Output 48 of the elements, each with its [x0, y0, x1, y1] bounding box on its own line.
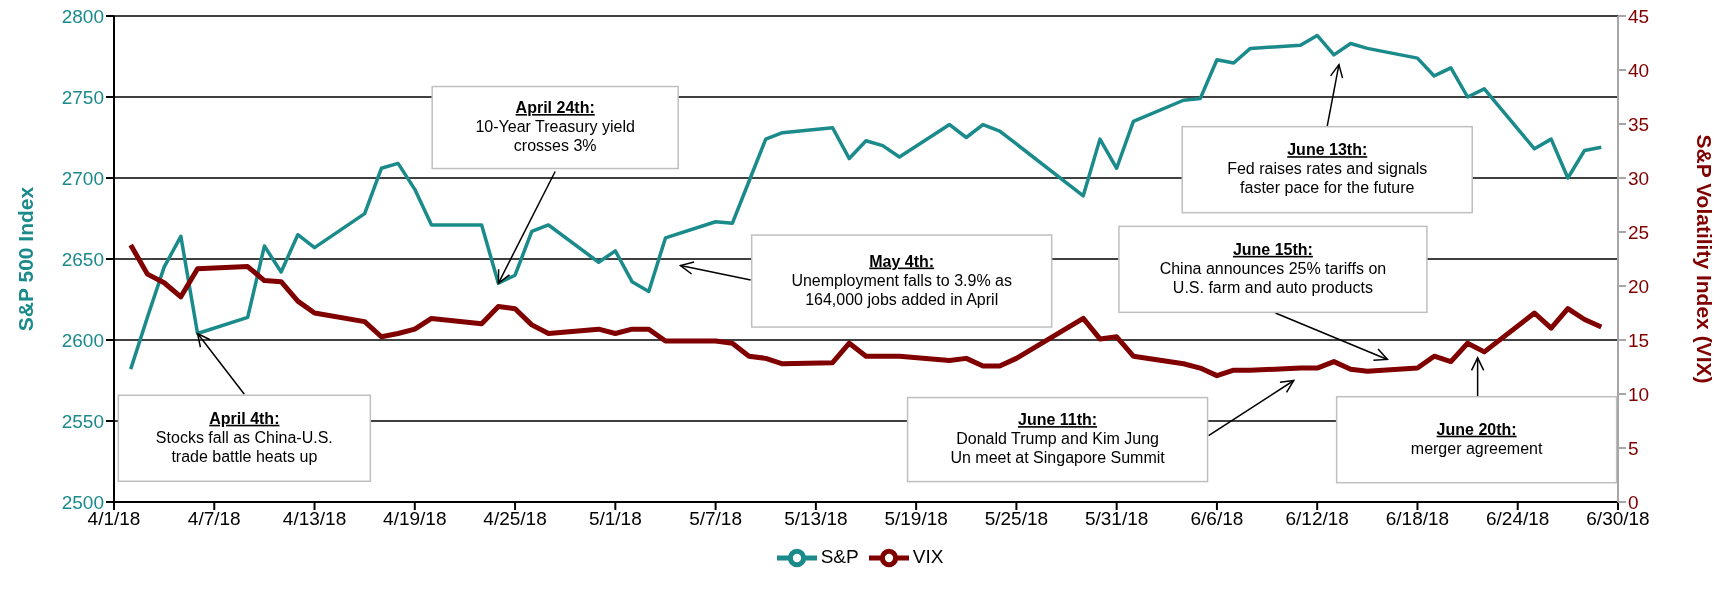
text-box: June 20th: merger agreement — [1335, 395, 1618, 484]
y-tick-label: 2750 — [61, 86, 104, 108]
legend-label: VIX — [912, 546, 944, 568]
y2-tick-label: 25 — [1628, 221, 1650, 243]
annotation: May 4th: Unemployment falls to 3.9% as 164,000 jobs added in April — [791, 252, 1012, 308]
y-tick-label: 2700 — [61, 167, 104, 189]
text-box: June 11th: Donald Trump and Kim Jung Un meet at Singapore Summit — [906, 396, 1209, 483]
x-tick-label: 4/7/18 — [187, 508, 241, 530]
x-tick-label: 5/7/18 — [689, 508, 743, 530]
y-axis-title: S&P 500 Index — [14, 186, 38, 332]
y2-tick-label: 40 — [1628, 59, 1650, 81]
annotation: June 15th: China announces 25% tariffs on U.S. farm and auto products — [1159, 240, 1387, 296]
line-series — [128, 33, 1604, 371]
text-box: June 13th: Fed raises rates and signals faster pace for the future — [1181, 125, 1473, 214]
y-tick-label: 2800 — [61, 5, 104, 27]
legend-label: S&P — [820, 546, 859, 568]
y2-tick-label: 30 — [1628, 167, 1650, 189]
annotation: June 11th: Donald Trump and Kim Jung Un meet at Singapore Summit — [950, 411, 1166, 467]
x-tick-label: 5/1/18 — [588, 508, 642, 530]
annotation: June 20th: merger agreement — [1410, 420, 1543, 457]
y2-tick-label: 5 — [1628, 437, 1639, 459]
x-tick-label: 4/19/18 — [383, 508, 447, 530]
y2-tick-label: 20 — [1628, 275, 1650, 297]
annotation: June 13th: Fed raises rates and signals faster pace for the future — [1227, 141, 1428, 197]
x-tick-label: 4/25/18 — [483, 508, 547, 530]
y2-tick-label: 10 — [1628, 383, 1650, 405]
annotation: April 24th: 10-Year Treasury yield crosses 3% — [475, 99, 635, 155]
x-tick-label: 5/13/18 — [784, 508, 848, 530]
x-tick-label: 6/18/18 — [1385, 508, 1450, 530]
annotation: April 4th: Stocks fall as China-U.S. trade battle heats up — [155, 409, 333, 465]
text-box: April 24th: 10-Year Treasury yield crosses 3% — [431, 85, 679, 170]
y2-tick-label: 45 — [1628, 5, 1650, 27]
x-tick-label: 6/6/18 — [1190, 508, 1244, 530]
y2-tick-label: 35 — [1628, 113, 1650, 135]
y2-tick-label: 15 — [1628, 329, 1650, 351]
x-tick-label: 4/13/18 — [282, 508, 347, 530]
text-box: May 4th: Unemployment falls to 3.9% as 164,000 jobs added in April — [750, 234, 1053, 328]
x-tick-label: 6/24/18 — [1486, 508, 1550, 530]
y-tick-label: 2600 — [61, 329, 104, 351]
y-tick-label: 2550 — [61, 410, 104, 432]
x-tick-label: 5/25/18 — [984, 508, 1049, 530]
x-tick-label: 6/12/18 — [1285, 508, 1349, 530]
text-box: June 15th: China announces 25% tariffs on U.S. farm and auto products — [1118, 225, 1428, 314]
x-tick-label: 5/31/18 — [1084, 508, 1149, 530]
x-tick-label: 5/19/18 — [884, 508, 948, 530]
y-tick-label: 2650 — [61, 248, 104, 270]
text-box: April 4th: Stocks fall as China-U.S. trade battle heats up — [117, 394, 372, 482]
y2-axis-title: S&P Volatility Index (VIX) — [1692, 134, 1716, 384]
